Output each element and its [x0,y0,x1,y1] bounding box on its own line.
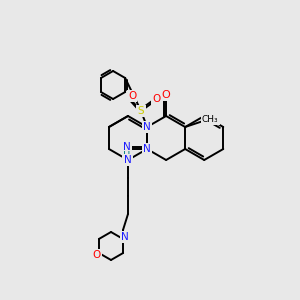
Text: N: N [143,122,151,132]
Text: O: O [152,94,160,104]
Text: H: H [123,151,131,161]
Text: N: N [124,155,132,165]
Text: N: N [121,232,129,242]
Text: N: N [143,144,151,154]
Text: CH₃: CH₃ [202,115,218,124]
Text: O: O [93,250,101,260]
Text: O: O [162,90,170,100]
Text: O: O [128,91,136,101]
Text: S: S [138,106,144,116]
Text: N: N [123,142,131,152]
